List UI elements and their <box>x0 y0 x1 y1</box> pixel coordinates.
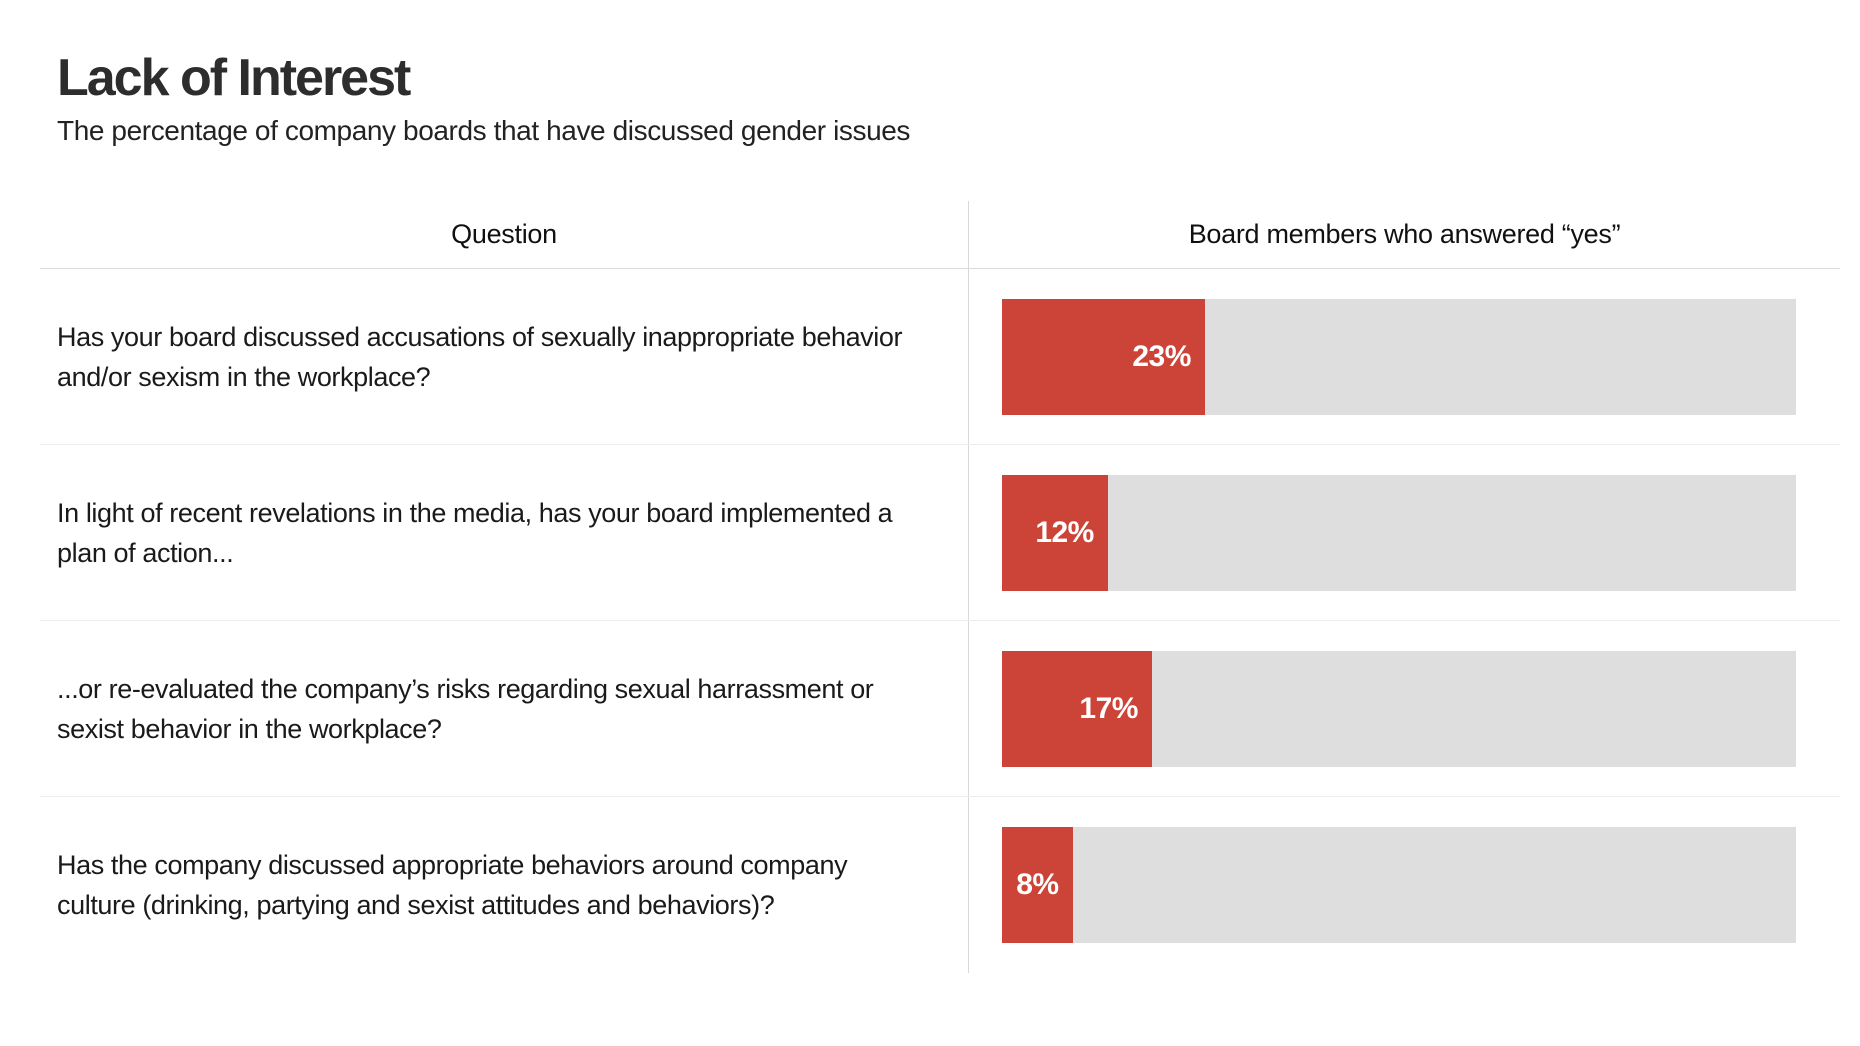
bar-cell: 12% <box>968 445 1840 621</box>
bar-fill: 17% <box>1002 650 1152 767</box>
bar-track: 12% <box>1002 474 1796 591</box>
chart-header: Lack of Interest The percentage of compa… <box>0 0 1860 147</box>
page-title: Lack of Interest <box>57 49 411 107</box>
page-subtitle: The percentage of company boards that ha… <box>57 115 911 147</box>
bar-cell: 8% <box>968 797 1840 974</box>
column-header-question: Question <box>451 219 557 250</box>
bar-fill: 12% <box>1002 474 1108 591</box>
bar-track: 17% <box>1002 650 1796 767</box>
table-row: Has the company discussed appropriate be… <box>40 797 1840 974</box>
bar-fill: 23% <box>1002 298 1205 415</box>
bar-track: 8% <box>1002 827 1796 944</box>
question-bar-table: Question Board members who answered “yes… <box>40 201 1840 974</box>
table-row: In light of recent revelations in the me… <box>40 445 1840 622</box>
bar-value-label: 23% <box>1132 339 1191 373</box>
bar-cell: 23% <box>968 269 1840 445</box>
bar-value-label: 12% <box>1035 515 1094 549</box>
table-row: ...or re-evaluated the company’s risks r… <box>40 621 1840 798</box>
bar-track: 23% <box>1002 298 1796 415</box>
question-text: Has the company discussed appropriate be… <box>57 850 848 921</box>
bar-value-label: 8% <box>1016 868 1059 902</box>
question-text: In light of recent revelations in the me… <box>57 497 893 568</box>
table-header-row: Question Board members who answered “yes… <box>40 201 1840 270</box>
bar-cell: 17% <box>968 621 1840 797</box>
question-text: ...or re-evaluated the company’s risks r… <box>57 673 874 744</box>
column-header-answer: Board members who answered “yes” <box>968 201 1840 269</box>
table-row: Has your board discussed accusations of … <box>40 269 1840 446</box>
bar-fill: 8% <box>1002 827 1073 944</box>
question-text: Has your board discussed accusations of … <box>57 321 903 392</box>
bar-value-label: 17% <box>1079 691 1138 725</box>
